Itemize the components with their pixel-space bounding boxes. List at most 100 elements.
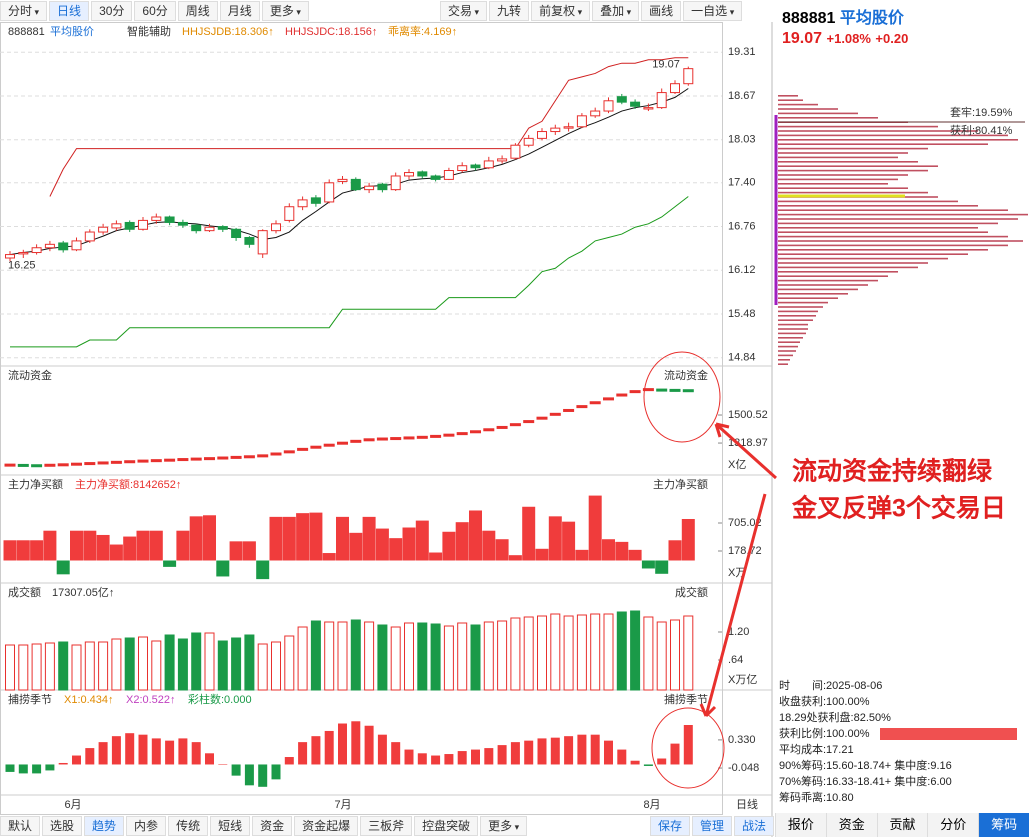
info-line: 70%筹码:16.33-18.41+ 集中度:6.00 — [779, 776, 952, 788]
fund-dash — [57, 463, 69, 467]
fund-dash — [563, 408, 575, 412]
quote-code: 888881 — [782, 10, 836, 27]
candle-body — [683, 68, 694, 85]
axis-unit: X万亿 — [728, 673, 757, 686]
chip-bar — [778, 271, 898, 273]
toolbar-button[interactable]: 月线 — [219, 1, 260, 21]
net-bar — [615, 541, 629, 561]
volume-bar — [191, 632, 202, 691]
chip-bar — [778, 253, 968, 255]
volume-bar — [497, 620, 508, 691]
season-bar — [45, 764, 55, 771]
toolbar-button[interactable]: 画线 — [641, 1, 682, 21]
season-bar — [604, 740, 613, 765]
candle-body — [111, 223, 122, 229]
fund-dash — [243, 455, 255, 459]
candle-body — [217, 226, 228, 230]
fund-dash — [110, 460, 122, 464]
panel-title: 主力净买额 — [8, 477, 63, 491]
side-tab[interactable]: 资金 — [825, 813, 877, 837]
toolbar-button[interactable]: 更多 — [261, 1, 309, 21]
volume-bar — [204, 632, 215, 691]
side-tab[interactable]: 报价 — [775, 813, 826, 837]
net-bar — [136, 530, 150, 561]
season-bar — [72, 755, 81, 765]
side-tab[interactable]: 分价 — [927, 813, 979, 837]
indicator-tab[interactable]: 趋势 — [84, 816, 125, 836]
indicator-tab[interactable]: 资金起爆 — [294, 816, 359, 836]
volume-bar — [257, 643, 268, 691]
y-tick-label: 16.76 — [728, 220, 756, 232]
season-bar — [5, 764, 15, 772]
y-tick-label: 1.20 — [728, 626, 749, 638]
toolbar-button[interactable]: 周线 — [177, 1, 218, 21]
toolbar-button[interactable]: 九转 — [489, 1, 530, 21]
volume-bar — [670, 619, 680, 691]
toolbar-button[interactable]: 60分 — [134, 1, 176, 21]
indicator-tab[interactable]: 短线 — [210, 816, 251, 836]
side-tab[interactable]: 贡献 — [876, 813, 928, 837]
action-button[interactable]: 保存 — [650, 816, 691, 836]
chip-bar — [778, 139, 1018, 141]
net-bar — [83, 530, 97, 561]
indicator-tab[interactable]: 更多 — [480, 816, 528, 836]
toolbar-button[interactable]: 30分 — [91, 1, 133, 21]
net-bar — [322, 553, 336, 561]
season-bar — [324, 730, 334, 765]
toolbar-button[interactable]: 前复权 — [531, 1, 591, 21]
month-label: 8月 — [643, 799, 660, 811]
fund-dash — [390, 437, 402, 441]
side-tabs: 报价 资金 贡献 分价 筹码 — [775, 813, 1029, 837]
chip-bar — [778, 156, 898, 159]
volume-bar — [550, 613, 561, 691]
panel-title-right: 流动资金 — [664, 368, 708, 382]
candle-body — [71, 240, 82, 251]
toolbar-button[interactable]: 交易 — [440, 1, 488, 21]
chip-bar — [778, 134, 1008, 137]
y-tick-label: 1318.97 — [728, 437, 768, 449]
indicator-tab[interactable]: 资金 — [252, 816, 293, 836]
indicator-tab[interactable]: 选股 — [42, 816, 83, 836]
toolbar-button[interactable]: 日线 — [49, 1, 90, 21]
fund-dash — [616, 393, 628, 397]
toolbar-button[interactable]: 分时 — [0, 1, 48, 21]
side-tab[interactable]: 筹码 — [978, 813, 1029, 837]
net-bar — [3, 540, 17, 561]
action-button[interactable]: 管理 — [692, 816, 733, 836]
fund-dash — [523, 420, 535, 424]
chip-bar — [778, 319, 813, 321]
fund-dash — [337, 441, 348, 445]
candle-body — [483, 160, 494, 169]
candle-body — [603, 100, 614, 112]
fund-dash — [576, 405, 588, 409]
candle-body — [430, 175, 441, 180]
indicator-tab[interactable]: 三板斧 — [360, 816, 413, 836]
net-bar — [109, 544, 123, 561]
fund-dash — [656, 388, 668, 392]
candle-body — [31, 247, 42, 254]
toolbar-button[interactable]: 叠加 — [592, 1, 640, 21]
net-bar — [482, 530, 496, 561]
volume-bar — [417, 622, 428, 691]
chip-bar — [778, 310, 818, 313]
candle-body — [350, 178, 361, 191]
fund-dash — [603, 397, 614, 401]
net-bar — [508, 555, 522, 561]
toolbar-button[interactable]: 一自选 — [683, 1, 743, 21]
season-bar — [617, 749, 627, 765]
highlight-circle — [643, 351, 721, 443]
net-bar — [535, 548, 549, 561]
indicator-tab[interactable]: 控盘突破 — [414, 816, 479, 836]
action-button[interactable]: 战法 — [734, 816, 775, 836]
chip-bar — [778, 288, 858, 291]
indicator-tab[interactable]: 内参 — [126, 816, 167, 836]
chip-bar — [778, 174, 908, 176]
info-line: 收盘获利:100.00% — [779, 696, 870, 708]
volume-bar — [324, 621, 335, 691]
season-bar — [550, 737, 560, 765]
candle-body — [643, 107, 654, 110]
indicator-tab[interactable]: 传统 — [168, 816, 209, 836]
season-bar — [284, 757, 294, 765]
indicator-tab[interactable]: 默认 — [0, 816, 41, 836]
